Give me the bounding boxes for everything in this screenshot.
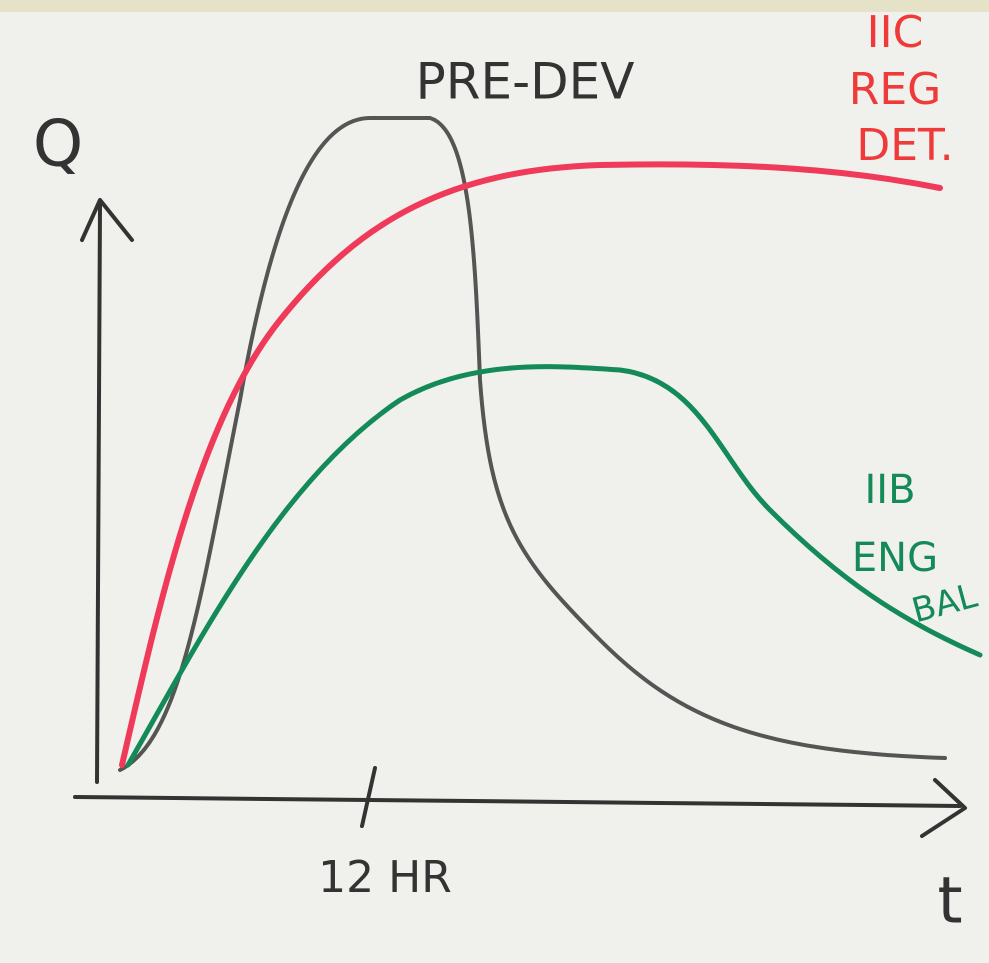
curve-label: IIB <box>864 467 915 513</box>
page: Q t 12 HR PRE-DEV IIC REG DET. IIB ENG B… <box>0 0 989 963</box>
curve-label: REG <box>849 64 941 115</box>
curve-label: DET. <box>856 120 953 171</box>
curve-label: PRE-DEV <box>416 53 635 111</box>
paper-edge <box>0 0 989 12</box>
x-tick-label: 12 HR <box>318 852 452 903</box>
curve-label: IIC <box>867 7 924 58</box>
curve-label: ENG <box>852 535 938 581</box>
sketch: Q t 12 HR PRE-DEV IIC REG DET. IIB ENG B… <box>0 0 989 963</box>
x-axis-label: t <box>937 865 962 939</box>
y-axis-label: Q <box>33 108 83 182</box>
